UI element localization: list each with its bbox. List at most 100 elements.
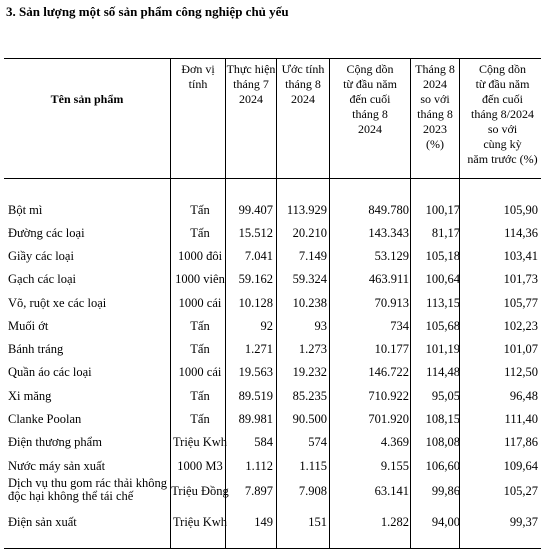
cumulative-value: 849.780 <box>368 203 409 217</box>
august-yoy-pct: 105,68 <box>425 319 460 333</box>
cumulative-yoy-pct: 105,90 <box>503 203 538 217</box>
cumulative-yoy-pct: 96,48 <box>509 389 538 403</box>
july-value: 59.162 <box>238 272 273 286</box>
table-top-rule <box>4 58 541 59</box>
product-name: Giầy các loại <box>8 249 74 263</box>
august-value: 90.500 <box>292 412 327 426</box>
august-value: 19.232 <box>292 365 327 379</box>
header-august-yoy-pct: Tháng 8 2024 so với tháng 8 2023 (%) <box>415 62 455 151</box>
product-name: Xi măng <box>8 389 52 403</box>
column-divider <box>329 59 330 548</box>
product-name: Dịch vụ thu gom rác thải không độc hại k… <box>8 476 167 503</box>
august-value: 85.235 <box>292 389 327 403</box>
august-yoy-pct: 113,15 <box>426 296 460 310</box>
cumulative-yoy-pct: 103,41 <box>503 249 538 263</box>
august-value: 20.210 <box>292 226 327 240</box>
header-bottom-rule <box>4 178 541 179</box>
header-july-actual: Thực hiện tháng 7 2024 <box>226 62 276 106</box>
header-cumulative: Cộng dồn từ đầu năm đến cuối tháng 8 202… <box>343 62 397 136</box>
august-value: 7.149 <box>298 249 327 263</box>
cumulative-value: 734 <box>390 319 409 333</box>
cumulative-yoy-pct: 105,77 <box>503 296 538 310</box>
product-name: Bột mì <box>8 203 43 217</box>
unit: Tấn <box>190 412 210 426</box>
product-name: Võ, ruột xe các loại <box>8 296 107 310</box>
product-name: Điện thương phẩm <box>8 435 102 449</box>
cumulative-yoy-pct: 102,23 <box>503 319 538 333</box>
august-yoy-pct: 99,86 <box>431 484 460 498</box>
unit: Triệu Kwh <box>172 515 228 529</box>
column-divider <box>170 59 171 548</box>
cumulative-yoy-pct: 117,86 <box>504 435 538 449</box>
unit: Tấn <box>190 226 210 240</box>
august-value: 574 <box>308 435 327 449</box>
unit: 1000 M3 <box>177 459 223 473</box>
cumulative-value: 53.129 <box>374 249 409 263</box>
unit: 1000 cái <box>178 365 222 379</box>
column-divider <box>459 59 460 548</box>
august-yoy-pct: 106,60 <box>425 459 460 473</box>
cumulative-value: 701.920 <box>368 412 409 426</box>
cumulative-value: 9.155 <box>380 459 409 473</box>
cumulative-yoy-pct: 101,07 <box>503 342 538 356</box>
august-yoy-pct: 101,19 <box>425 342 460 356</box>
august-yoy-pct: 105,18 <box>425 249 460 263</box>
column-divider <box>276 59 277 548</box>
product-name: Clanke Poolan <box>8 412 82 426</box>
cumulative-yoy-pct: 101,73 <box>503 272 538 286</box>
cumulative-yoy-pct: 109,64 <box>503 459 538 473</box>
product-name: Muối ớt <box>8 319 49 333</box>
august-value: 151 <box>308 515 327 529</box>
product-name: Gạch các loại <box>8 272 77 286</box>
cumulative-yoy-pct: 114,36 <box>504 226 538 240</box>
august-value: 7.908 <box>298 484 327 498</box>
cumulative-value: 143.343 <box>368 226 409 240</box>
unit: Tấn <box>190 342 210 356</box>
cumulative-yoy-pct: 111,40 <box>504 412 538 426</box>
august-yoy-pct: 95,05 <box>431 389 460 403</box>
unit: Tấn <box>190 203 210 217</box>
august-yoy-pct: 94,00 <box>431 515 460 529</box>
column-divider <box>225 59 226 548</box>
july-value: 19.563 <box>238 365 273 379</box>
august-yoy-pct: 108,15 <box>425 412 460 426</box>
august-yoy-pct: 100,64 <box>425 272 460 286</box>
cumulative-value: 463.911 <box>368 272 409 286</box>
july-value: 1.271 <box>244 342 273 356</box>
august-value: 113.929 <box>286 203 327 217</box>
cumulative-value: 63.141 <box>374 484 409 498</box>
product-name: Quần áo các loại <box>8 365 92 379</box>
august-value: 1.115 <box>299 459 327 473</box>
header-product-name: Tên sản phẩm <box>50 92 124 106</box>
july-value: 99.407 <box>238 203 273 217</box>
unit: 1000 đôi <box>177 249 223 263</box>
cumulative-value: 146.722 <box>368 365 409 379</box>
cumulative-yoy-pct: 105,27 <box>503 484 538 498</box>
unit: 1000 viên <box>175 272 225 286</box>
july-value: 89.981 <box>238 412 273 426</box>
july-value: 10.128 <box>238 296 273 310</box>
unit: Tấn <box>190 319 210 333</box>
july-value: 89.519 <box>238 389 273 403</box>
cumulative-value: 710.922 <box>368 389 409 403</box>
july-value: 149 <box>254 515 273 529</box>
product-name: Điện sản xuất <box>8 515 77 529</box>
product-name: Bánh tráng <box>8 342 64 356</box>
august-yoy-pct: 114,48 <box>426 365 460 379</box>
august-value: 59.324 <box>292 272 327 286</box>
unit: Triệu Đồng <box>171 484 229 498</box>
august-yoy-pct: 81,17 <box>431 226 460 240</box>
august-value: 10.238 <box>292 296 327 310</box>
cumulative-yoy-pct: 112,50 <box>504 365 538 379</box>
section-title: 3. Sản lượng một số sản phẩm công nghiệp… <box>6 4 289 19</box>
cumulative-value: 4.369 <box>380 435 409 449</box>
cumulative-value: 1.282 <box>380 515 409 529</box>
july-value: 7.041 <box>244 249 273 263</box>
august-yoy-pct: 108,08 <box>425 435 460 449</box>
july-value: 92 <box>260 319 274 333</box>
july-value: 584 <box>254 435 273 449</box>
header-august-estimate: Ước tính tháng 8 2024 <box>281 62 325 106</box>
header-cumulative-yoy-pct: Cộng dồn từ đầu năm đến cuối tháng 8/202… <box>467 62 538 166</box>
august-yoy-pct: 100,17 <box>425 203 460 217</box>
cumulative-yoy-pct: 99,37 <box>509 515 538 529</box>
